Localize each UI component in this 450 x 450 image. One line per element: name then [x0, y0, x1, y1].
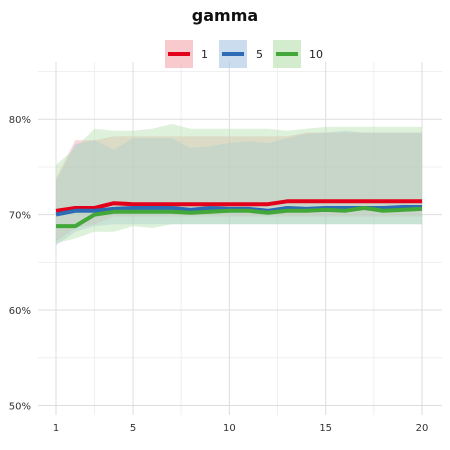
legend-label-5: 5: [256, 48, 263, 61]
line-series-1: [55, 199, 422, 213]
y-tick-label: 50%: [9, 401, 31, 412]
x-tick-label: 20: [416, 423, 429, 434]
band-series-10: [56, 124, 422, 244]
band-series-1: [56, 132, 422, 242]
y-tick-label: 80%: [9, 115, 31, 126]
band-series-5: [56, 130, 422, 246]
axis-labels: 50%60%70%80%1 5 10 15 20: [9, 115, 429, 434]
x-tick-label: 5: [130, 423, 136, 434]
series-lines: [55, 199, 423, 229]
x-tick-label: 10: [223, 423, 236, 434]
x-tick-label: 15: [319, 423, 332, 434]
legend-label-10: 10: [309, 48, 323, 61]
chart-title: gamma: [191, 6, 259, 25]
y-tick-label: 60%: [9, 306, 31, 317]
y-tick-label: 70%: [9, 211, 31, 222]
confidence-bands: [56, 124, 422, 246]
legend: 1 5 10: [165, 40, 323, 68]
line-series-10: [56, 206, 423, 229]
legend-label-1: 1: [201, 48, 208, 61]
x-tick-label: 1: [53, 423, 59, 434]
grid-layer: [38, 62, 442, 415]
